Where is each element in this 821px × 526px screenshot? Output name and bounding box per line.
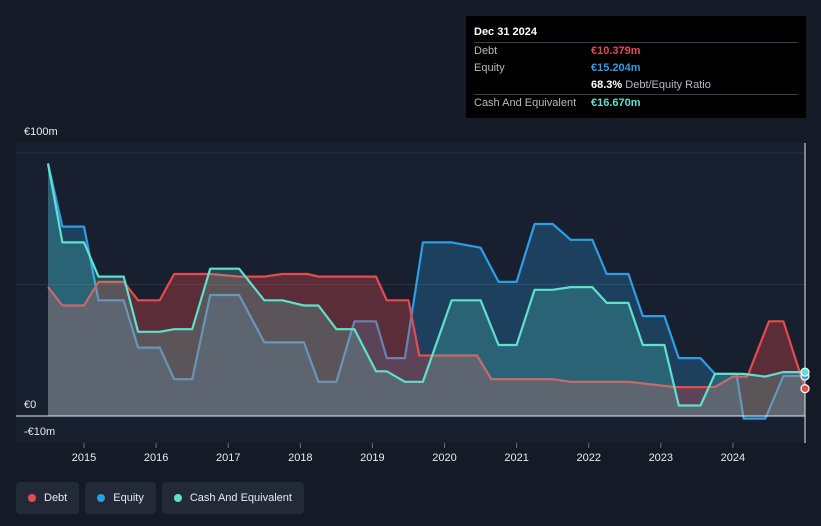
area-equity [48,163,805,419]
end-marker-cash-and-equivalent [800,367,810,377]
legend-item-equity[interactable]: Equity [85,482,156,514]
x-tick-label: 2015 [72,452,96,464]
x-tick-label: 2019 [360,452,384,464]
tooltip-date: Dec 31 2024 [474,26,537,38]
line-equity [46,163,805,420]
legend-label-debt: Debt [44,492,68,504]
legend: Debt Equity Cash And Equivalent [16,482,310,514]
tooltip-row-equity: Equity €15.204m [474,60,798,77]
ratio-suffix: Debt/Equity Ratio [625,79,711,91]
gridlines [16,143,805,443]
area-cash-and-equivalent [48,163,805,416]
tooltip-label-equity: Equity [474,62,505,74]
x-tick-label: 2022 [576,452,600,464]
x-tick-label: 2020 [432,452,456,464]
x-tick-label: 2017 [216,452,240,464]
legend-item-debt[interactable]: Debt [16,482,80,514]
plot-background [16,143,805,443]
y-tick-label: -€10m [24,426,55,438]
legend-label-equity: Equity [113,492,144,504]
legend-item-cash[interactable]: Cash And Equivalent [161,482,304,514]
x-tick-label: 2018 [288,452,312,464]
end-marker-debt [800,384,810,394]
y-tick-label: €0 [24,399,36,411]
x-tick-label: 2016 [144,452,168,464]
legend-dot-debt [28,494,36,502]
legend-label-cash: Cash And Equivalent [189,492,292,504]
legend-dot-equity [97,494,106,502]
tooltip-label-cash: Cash And Equivalent [474,97,577,109]
line-cash-and-equivalent [46,163,805,407]
tooltip-row-ratio: 68.3% Debt/Equity Ratio [474,77,798,94]
tooltip-value-equity: €15.204m [591,62,641,74]
tooltip-value-cash: €16.670m [591,97,641,109]
axis-labels: €100m €0 -€10m 2015 2016 2017 2018 2019 2020 2021… [24,126,745,464]
tooltip-panel: Dec 31 2024 Debt €10.379m Equity €15.204… [466,16,806,118]
tooltip-label-debt: Debt [474,45,498,57]
ratio-value: 68.3% [591,79,623,91]
tooltip-row-cash: Cash And Equivalent €16.670m [474,94,798,112]
x-tick-label: 2024 [721,452,745,464]
tooltip-value-debt: €10.379m [591,45,641,57]
tooltip-label-ratio [474,77,591,94]
end-markers [800,367,810,394]
x-tick-label: 2021 [504,452,528,464]
tooltip-value-ratio: 68.3% Debt/Equity Ratio [591,77,711,94]
tooltip-row-debt: Debt €10.379m [474,42,798,60]
legend-dot-cash [173,494,182,502]
series-areas [46,163,807,420]
line-debt [47,272,807,389]
x-tick-label: 2023 [649,452,673,464]
area-debt [48,274,805,416]
y-tick-label: €100m [24,126,58,138]
